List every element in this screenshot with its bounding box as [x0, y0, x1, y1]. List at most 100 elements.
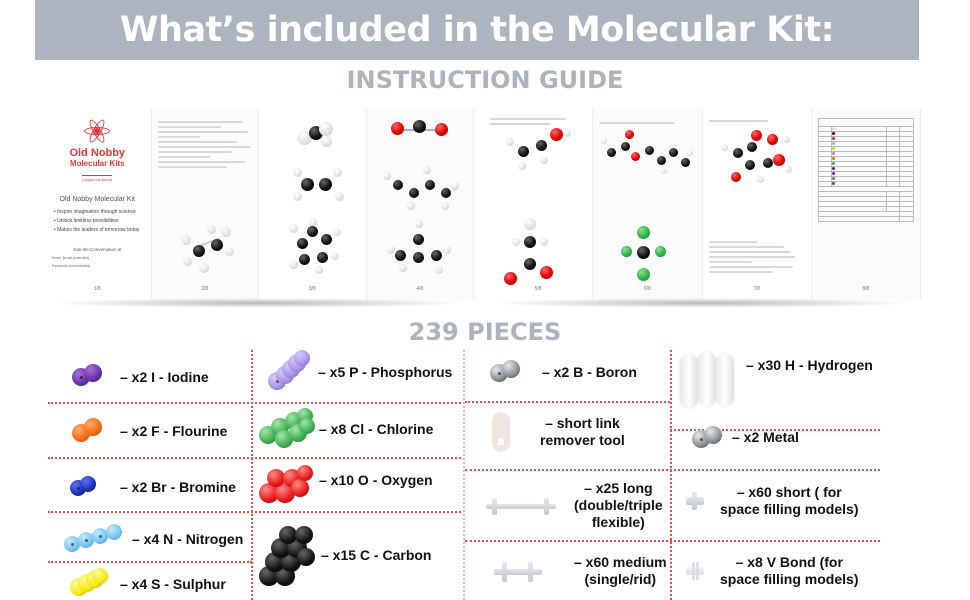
chlorine-atoms-icon [257, 408, 317, 450]
ethene-model-image [289, 166, 349, 206]
page-number: 1/8 [93, 286, 101, 292]
brochure-page-4: 4/8 [366, 108, 474, 300]
benefit-item: Unlock limitless possibilities [54, 218, 151, 224]
piece-chlorine: – x8 Cl - Chlorine [257, 408, 433, 450]
piece-boron: – x2 B - Boron [490, 358, 637, 386]
medium-bond-icon [494, 556, 574, 586]
piece-label: – x8 Cl - Chlorine [319, 420, 434, 437]
boron-atoms-icon [490, 358, 542, 386]
hydrogen-atoms-icon [676, 352, 738, 408]
piece-label: – x4 N - Nitrogen [132, 530, 244, 547]
piece-metal: – x2 Metal [692, 424, 799, 450]
piece-label: – x10 O - Oxygen [319, 471, 433, 488]
divider [251, 350, 253, 600]
piece-label: – x5 P - Phosphorus [318, 363, 453, 380]
pieces-grid: – x2 I - Iodine – x2 F - Flourine – x2 B… [0, 350, 970, 600]
brochure-page-2: 2/8 [151, 108, 259, 300]
piece-nitrogen: – x4 N - Nitrogen [64, 522, 243, 556]
cyclohexane-model-image [287, 218, 347, 278]
instruction-brochure-right: 5/8 6/8 [484, 108, 921, 308]
brochure-page-5: 5/8 [484, 108, 594, 300]
piece-label: – x25 long (double/triple flexible) [574, 480, 663, 530]
piece-label: – x30 H - Hydrogen [746, 356, 873, 373]
fluorine-atoms-icon [70, 416, 120, 446]
instruction-guide-heading: INSTRUCTION GUIDE [346, 66, 624, 94]
carbon-atoms-icon [257, 526, 321, 590]
join-conversation: Join the Conversation at [72, 247, 122, 252]
long-bond-icon [484, 491, 574, 521]
page-number: 3/8 [308, 286, 316, 292]
kit-benefits-list: Inspire imagination through science Unlo… [54, 209, 151, 233]
carbon-tetrachloride-model-image [621, 226, 671, 286]
piece-label: – x8 V Bond (for space filling models) [720, 554, 859, 587]
piece-label: – short link remover tool [540, 415, 625, 448]
kit-title: Old Nobby Molecular Kit [59, 196, 135, 203]
co2-model-image [390, 120, 451, 140]
pentyl-ethanoate-model-image [601, 130, 696, 175]
piece-fluorine: – x2 F - Flourine [70, 416, 227, 446]
pieces-heading: 239 PIECES [408, 318, 562, 346]
page-number: 7/8 [753, 286, 761, 292]
piece-medium-bond: – x60 medium (single/rid) [494, 554, 667, 588]
brochure-page-7: 7/8 [702, 108, 812, 300]
brand-logo: Old Nobby Molecular Kits Inspire the fut… [44, 108, 151, 186]
short-bond-icon [686, 489, 720, 513]
phosphorus-atoms-icon [268, 350, 314, 394]
benefit-item: Makes the leaders of tomorrow today [54, 227, 151, 233]
divider [463, 350, 465, 600]
benefit-item: Inspire imagination through science [54, 209, 151, 215]
divider [465, 469, 880, 471]
brochure-page-3: 3/8 [259, 108, 367, 300]
sulphur-atoms-icon [70, 568, 120, 600]
page-number: 6/8 [643, 286, 651, 292]
page-number: 8/8 [862, 286, 870, 292]
divider [670, 350, 672, 600]
piece-label: – x2 I - Iodine [120, 368, 209, 385]
iodine-atoms-icon [70, 362, 120, 392]
parts-inventory-table [817, 118, 915, 222]
divider [670, 429, 880, 431]
piece-link-remover-tool: – short link remover tool [490, 408, 625, 456]
piece-v-bond: – x8 V Bond (for space filling models) [686, 554, 858, 588]
divider [48, 511, 461, 513]
page-number: 5/8 [534, 286, 542, 292]
ethane-model-image [177, 223, 237, 283]
piece-oxygen: – x10 O - Oxygen [257, 463, 433, 507]
page-title: What’s included in the Molecular Kit: [119, 10, 835, 50]
piece-label: – x2 Br - Bromine [120, 478, 236, 495]
piece-label: – x2 B - Boron [542, 363, 637, 380]
piece-phosphorus: – x5 P - Phosphorus [268, 350, 452, 394]
divider [48, 457, 461, 459]
piece-label: – x60 short ( for space filling models) [720, 484, 859, 517]
v-bond-icon [686, 559, 720, 583]
remover-tool-icon [490, 408, 540, 456]
brochure-page-6: 6/8 [593, 108, 703, 300]
page-number: 4/8 [416, 286, 424, 292]
glucose-model-image [717, 130, 797, 190]
piece-carbon: – x15 C - Carbon [257, 526, 431, 590]
piece-label: – x60 medium (single/rid) [574, 554, 667, 587]
piece-sulphur: – x4 S - Sulphur [70, 568, 226, 600]
brochure-page-1: Old Nobby Molecular Kits Inspire the fut… [44, 108, 152, 300]
piece-short-bond: – x60 short ( for space filling models) [686, 484, 858, 518]
divider [48, 402, 461, 404]
nitrogen-atoms-icon [64, 522, 132, 556]
piece-hydrogen: – x30 H - Hydrogen [676, 352, 873, 408]
piece-long-bond: – x25 long (double/triple flexible) [484, 480, 663, 531]
isobutane-model-image [386, 220, 457, 280]
metal-atoms-icon [692, 424, 732, 450]
piece-label: – x2 Metal [732, 428, 799, 445]
piece-bromine: – x2 Br - Bromine [70, 472, 236, 502]
divider [48, 561, 252, 563]
piece-label: – x15 C - Carbon [321, 546, 432, 563]
methane-space-filling-image [297, 122, 337, 152]
piece-iodine: – x2 I - Iodine [70, 362, 209, 392]
page-number: 2/8 [201, 286, 209, 292]
piece-label: – x2 F - Flourine [120, 422, 228, 439]
logo-line-2: Molecular Kits [69, 159, 125, 168]
divider [465, 540, 880, 542]
logo-tagline: Inspire the future [82, 175, 113, 182]
atom-icon [84, 117, 111, 145]
logo-line-1: Old Nobby [69, 147, 126, 159]
contact-email: Email: [email protected] [52, 256, 89, 260]
